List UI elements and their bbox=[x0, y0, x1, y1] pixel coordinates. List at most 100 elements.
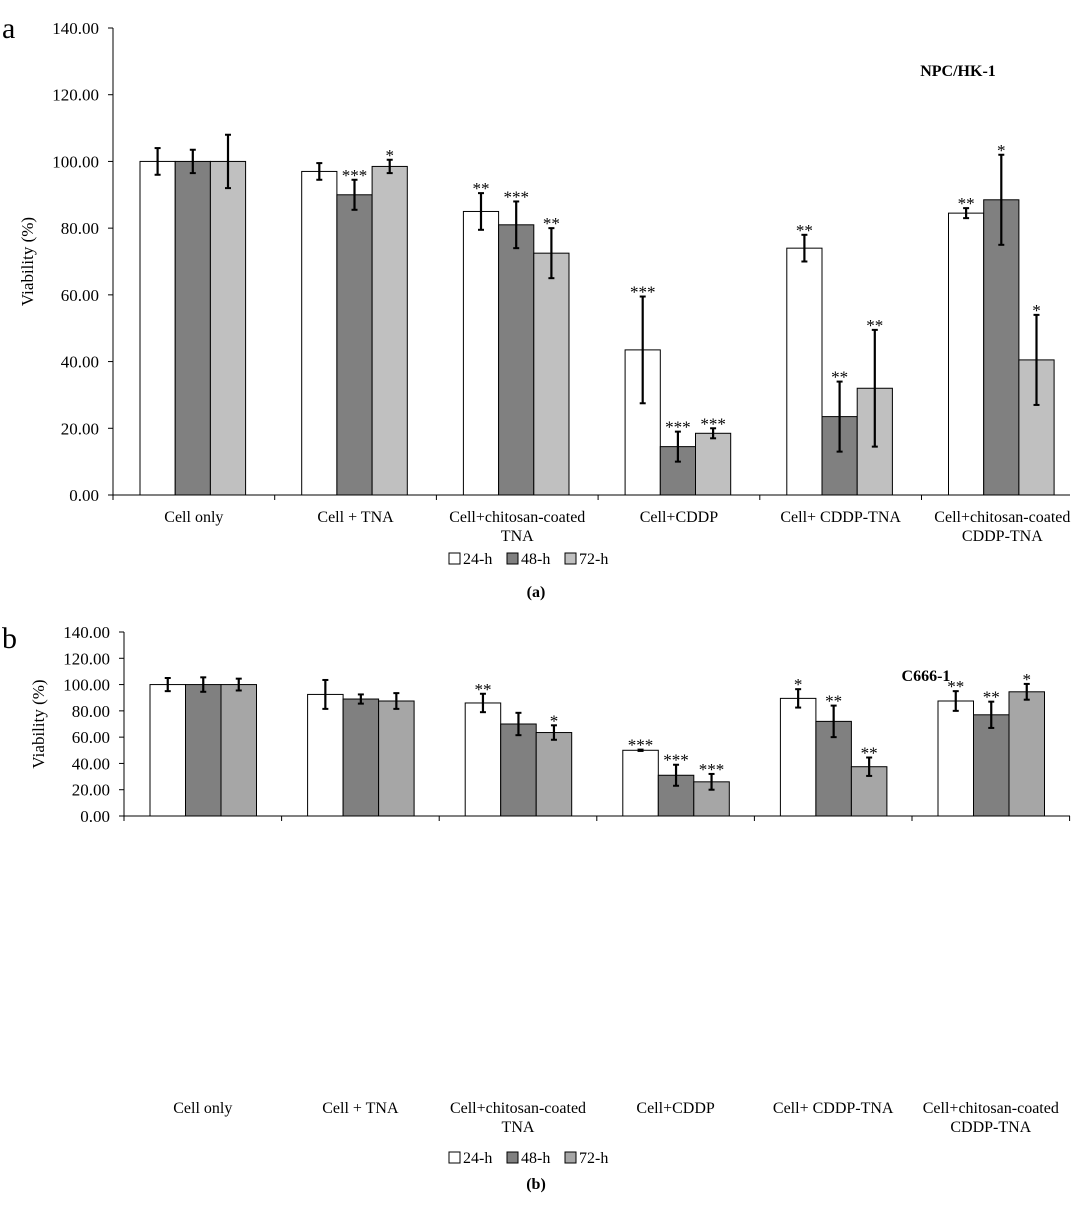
y-axis-title: Viability (%) bbox=[29, 679, 48, 768]
y-tick-label: 100.00 bbox=[52, 152, 99, 171]
significance-label: ** bbox=[958, 194, 975, 213]
bar-chart-npc-hk1: 0.00 20.00 40.00 60.00 80.00 100.00 120.00 140.… bbox=[18, 19, 1070, 601]
legend-label: 24-h bbox=[463, 551, 492, 568]
legend-swatch-24-h bbox=[448, 1151, 461, 1164]
bar-24-h-1 bbox=[301, 170, 338, 496]
bar-48-h-0 bbox=[185, 684, 222, 817]
significance-label: *** bbox=[665, 418, 691, 437]
legend-label: 72-h bbox=[579, 551, 608, 568]
legend-swatch-48-h bbox=[506, 552, 519, 565]
bar-24-h-5 bbox=[937, 700, 974, 817]
bar-72-h-1 bbox=[378, 700, 415, 817]
significance-label: ** bbox=[866, 316, 883, 335]
significance-label: *** bbox=[628, 736, 654, 755]
significance-label: *** bbox=[700, 414, 726, 433]
significance-label: * bbox=[550, 711, 559, 730]
category-label: Cell only bbox=[173, 1100, 232, 1117]
category-label: Cell + TNA bbox=[317, 509, 394, 526]
bar-24-h-0 bbox=[149, 684, 186, 817]
legend-swatch-72-h bbox=[564, 552, 577, 565]
significance-label: ** bbox=[825, 692, 842, 711]
significance-label: * bbox=[794, 675, 803, 694]
y-tick-label: 100.00 bbox=[63, 676, 110, 695]
y-tick-label: 40.00 bbox=[61, 353, 99, 372]
significance-label: * bbox=[1032, 301, 1041, 320]
significance-label: ** bbox=[983, 688, 1000, 707]
bar-24-h-0 bbox=[139, 160, 176, 496]
significance-label: ** bbox=[947, 677, 964, 696]
significance-label: * bbox=[1023, 670, 1032, 689]
bar-48-h-2 bbox=[498, 224, 535, 496]
y-tick-label: 120.00 bbox=[52, 86, 99, 105]
panel-caption: (b) bbox=[526, 1176, 546, 1193]
bar-48-h-1 bbox=[342, 698, 380, 817]
significance-label: ** bbox=[474, 680, 491, 699]
significance-label: *** bbox=[630, 283, 656, 302]
category-label: Cell only bbox=[164, 509, 223, 526]
y-tick-label: 120.00 bbox=[63, 649, 110, 668]
y-tick-label: 60.00 bbox=[61, 286, 99, 305]
bar-48-h-5 bbox=[983, 199, 1020, 496]
bar-chart-c666-1: 0.00 20.00 40.00 60.00 80.00 100.00 120.00 140.… bbox=[29, 623, 1071, 1193]
chart-title: C666-1 bbox=[902, 668, 951, 685]
significance-label: ** bbox=[543, 214, 560, 233]
y-tick-label: 40.00 bbox=[72, 754, 110, 773]
y-tick-label: 140.00 bbox=[63, 623, 110, 642]
significance-label: ** bbox=[473, 179, 490, 198]
bar-24-h-4 bbox=[779, 697, 817, 817]
y-tick-label: 20.00 bbox=[61, 419, 99, 438]
category-label: CDDP-TNA bbox=[962, 528, 1043, 545]
legend-swatch-48-h bbox=[506, 1151, 519, 1164]
y-axis-title: Viability (%) bbox=[18, 217, 37, 306]
category-label: Cell+chitosan-coated bbox=[450, 1100, 586, 1117]
panel-caption: (a) bbox=[527, 584, 546, 601]
bar-48-h-0 bbox=[174, 160, 211, 496]
bar-72-h-1 bbox=[371, 165, 408, 496]
bar-72-h-0 bbox=[209, 160, 247, 496]
significance-label: ** bbox=[861, 744, 878, 763]
significance-label: ** bbox=[831, 368, 848, 387]
legend-label: 48-h bbox=[521, 1150, 550, 1167]
significance-label: *** bbox=[699, 760, 725, 779]
category-label: Cell+CDDP bbox=[636, 1100, 714, 1117]
legend-label: 24-h bbox=[463, 1150, 492, 1167]
bar-72-h-5 bbox=[1008, 691, 1045, 817]
category-label: TNA bbox=[502, 1119, 535, 1136]
bar-24-h-4 bbox=[786, 247, 823, 496]
legend-swatch-24-h bbox=[448, 552, 461, 565]
bar-72-h-0 bbox=[220, 684, 257, 817]
category-label: TNA bbox=[501, 528, 534, 545]
category-label: Cell+chitosan-coated bbox=[923, 1100, 1059, 1117]
category-label: Cell+ CDDP-TNA bbox=[773, 1100, 894, 1117]
significance-label: *** bbox=[503, 187, 529, 206]
y-tick-label: 20.00 bbox=[72, 781, 110, 800]
bar-72-h-3 bbox=[695, 432, 732, 496]
significance-label: * bbox=[997, 141, 1006, 160]
bar-72-h-2 bbox=[533, 252, 570, 496]
bar-24-h-5 bbox=[948, 212, 985, 496]
y-tick-label: 0.00 bbox=[69, 486, 99, 505]
bar-48-h-2 bbox=[500, 723, 537, 817]
bar-24-h-1 bbox=[307, 693, 344, 817]
category-label: Cell + TNA bbox=[322, 1100, 399, 1117]
bar-24-h-3 bbox=[622, 749, 659, 817]
panel-letter: b bbox=[2, 622, 17, 655]
y-tick-label: 80.00 bbox=[72, 702, 110, 721]
significance-label: *** bbox=[663, 751, 689, 770]
significance-label: *** bbox=[342, 166, 368, 185]
bar-48-h-1 bbox=[336, 194, 373, 496]
legend-label: 48-h bbox=[521, 551, 550, 568]
category-label: Cell+ CDDP-TNA bbox=[780, 509, 901, 526]
panel-letter: a bbox=[2, 12, 16, 45]
y-tick-label: 80.00 bbox=[61, 219, 99, 238]
category-label: Cell+chitosan-coated bbox=[934, 509, 1070, 526]
category-label: Cell+CDDP bbox=[640, 509, 718, 526]
chart-panel-a: a 0.00 20.00 40.00 60.00 80.00 100.00 120.00 14… bbox=[0, 0, 1073, 606]
y-tick-label: 140.00 bbox=[52, 19, 99, 38]
chart-title: NPC/HK-1 bbox=[920, 63, 996, 80]
bar-24-h-2 bbox=[464, 702, 502, 817]
y-tick-label: 0.00 bbox=[80, 807, 110, 826]
bar-48-h-5 bbox=[973, 714, 1010, 817]
legend-swatch-72-h bbox=[564, 1151, 577, 1164]
bar-24-h-2 bbox=[462, 210, 500, 496]
